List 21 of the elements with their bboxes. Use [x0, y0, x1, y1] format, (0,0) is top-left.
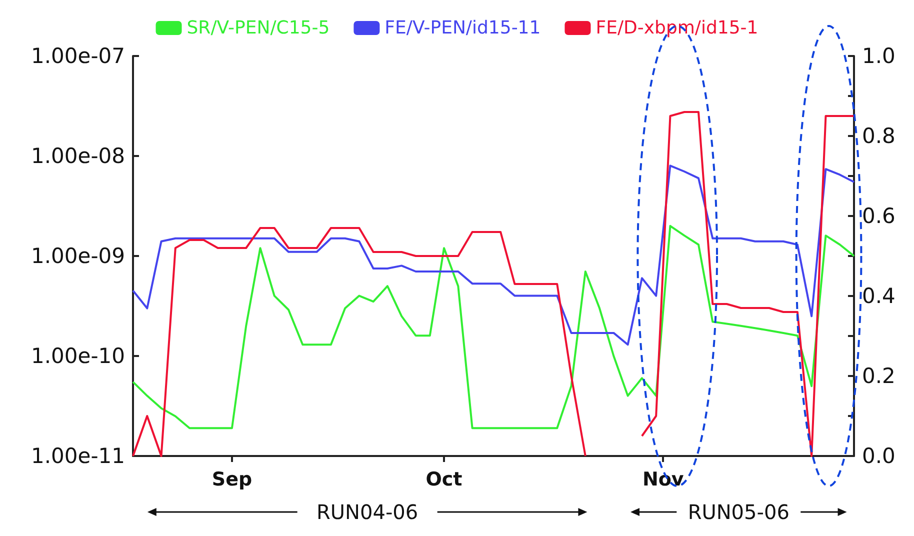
y2-tick-label: 0.6: [862, 204, 896, 228]
y-tick-label: 1.00e-08: [31, 144, 125, 168]
y-tick-label: 1.00e-07: [31, 44, 125, 68]
line-series: [132, 224, 855, 430]
y-tick-label: 1.00e-10: [31, 344, 125, 368]
y-tick-label: 1.00e-09: [31, 244, 125, 268]
line-series: [132, 164, 855, 346]
legend-label: FE/D-xbpm/id15-1: [596, 18, 758, 38]
x-tick-label: Oct: [426, 468, 462, 490]
y2-tick-label: 1.0: [862, 44, 896, 68]
legend-label: SR/V-PEN/C15-5: [186, 18, 330, 38]
legend-label: FE/V-PEN/id15-11: [384, 18, 541, 38]
y2-tick-label: 0.0: [862, 444, 896, 468]
x-tick-label: Sep: [212, 468, 252, 490]
y2-tick-label: 0.4: [862, 284, 896, 308]
x-tick-label: Nov: [642, 468, 684, 490]
text: RUN05-06: [686, 499, 790, 525]
y-tick-label: 1.00e-11: [31, 444, 125, 468]
y2-tick-label: 0.8: [862, 124, 896, 148]
text: RUN04-06: [316, 499, 420, 525]
y2-tick-label: 0.2: [862, 364, 896, 388]
